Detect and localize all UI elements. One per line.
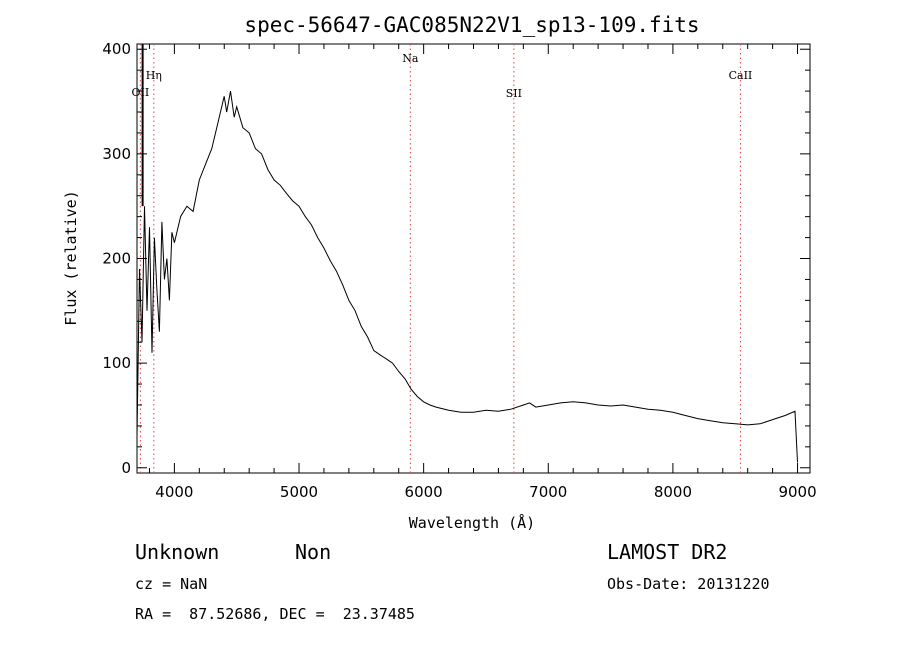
- x-tick-label: 9000: [778, 483, 816, 501]
- y-tick-label: 100: [102, 354, 131, 372]
- line-label: Hη: [146, 69, 162, 82]
- line-label: SII: [506, 87, 522, 100]
- chart-title: spec-56647-GAC085N22V1_sp13-109.fits: [244, 13, 699, 37]
- y-tick-label: 300: [102, 145, 131, 163]
- coordinates: RA = 87.52686, DEC = 23.37485: [135, 605, 415, 623]
- x-tick-label: 5000: [280, 483, 318, 501]
- spectral-subclass: Non: [295, 540, 332, 564]
- y-tick-label: 400: [102, 40, 131, 58]
- plot-frame: [136, 43, 811, 474]
- line-label: Na: [402, 52, 419, 65]
- axis-ticks: 4000 5000 6000 7000 8000 9000 0 100 200 300 400: [102, 40, 816, 501]
- observation-date: Obs-Date: 20131220: [607, 575, 770, 593]
- line-label: CaII: [729, 69, 753, 82]
- x-tick-label: 6000: [405, 483, 443, 501]
- spectrum-line: [136, 91, 798, 463]
- x-tick-label: 7000: [529, 483, 567, 501]
- y-tick-label: 200: [102, 250, 131, 268]
- redshift-label: cz = NaN: [135, 575, 208, 593]
- y-tick-label: 0: [121, 459, 131, 477]
- emission-lines: OII Hη Na SII CaII: [132, 44, 753, 473]
- x-tick-label: 4000: [155, 483, 193, 501]
- line-label: OII: [132, 86, 150, 99]
- y-axis-label: Flux (relative): [62, 190, 80, 325]
- survey-name: LAMOST DR2: [607, 540, 728, 564]
- x-axis-label: Wavelength (Å): [409, 513, 535, 532]
- spectral-class: Unknown: [135, 540, 220, 564]
- x-tick-label: 8000: [654, 483, 692, 501]
